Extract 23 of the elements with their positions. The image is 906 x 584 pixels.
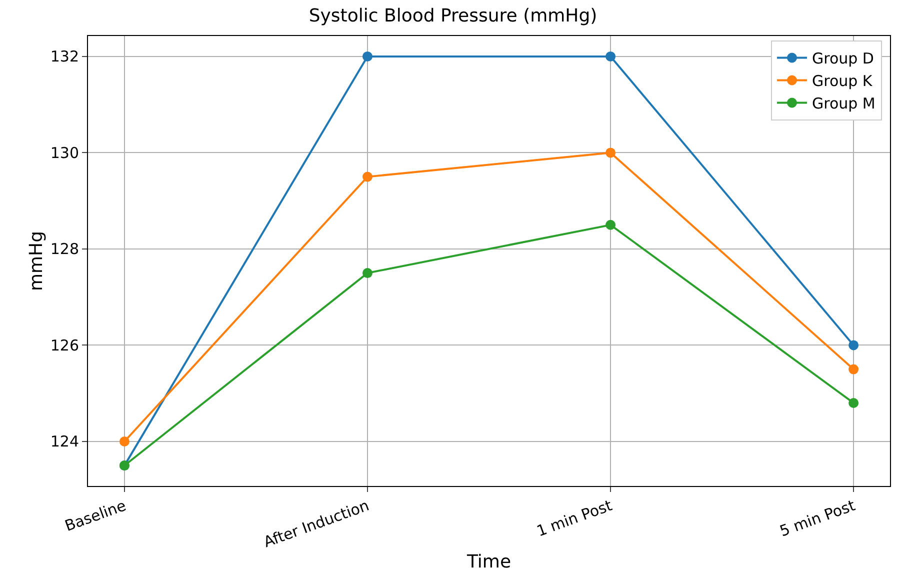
point bbox=[606, 220, 616, 230]
point bbox=[848, 340, 859, 350]
legend-label: Group D bbox=[812, 50, 874, 68]
point bbox=[362, 51, 372, 62]
legend-label: Group M bbox=[812, 94, 876, 113]
y-tick-label: 126 bbox=[50, 336, 79, 354]
point bbox=[848, 364, 859, 374]
y-tick-label: 130 bbox=[50, 144, 79, 162]
y-tick-label: 128 bbox=[50, 240, 79, 258]
point bbox=[606, 51, 616, 62]
x-tick-label: 1 min Post bbox=[534, 496, 615, 540]
x-axis-title: Time bbox=[466, 551, 512, 572]
point bbox=[606, 148, 616, 158]
point bbox=[119, 436, 130, 446]
legend-label: Group K bbox=[812, 72, 874, 90]
point bbox=[848, 398, 859, 408]
chart-title: Systolic Blood Pressure (mmHg) bbox=[308, 5, 598, 26]
y-axis-title: mmHg bbox=[26, 230, 47, 292]
point bbox=[362, 172, 372, 182]
x-tick-label: 5 min Post bbox=[777, 496, 858, 540]
y-tick-label: 124 bbox=[50, 432, 79, 451]
y-tick-label: 132 bbox=[50, 48, 79, 66]
point bbox=[362, 268, 372, 278]
